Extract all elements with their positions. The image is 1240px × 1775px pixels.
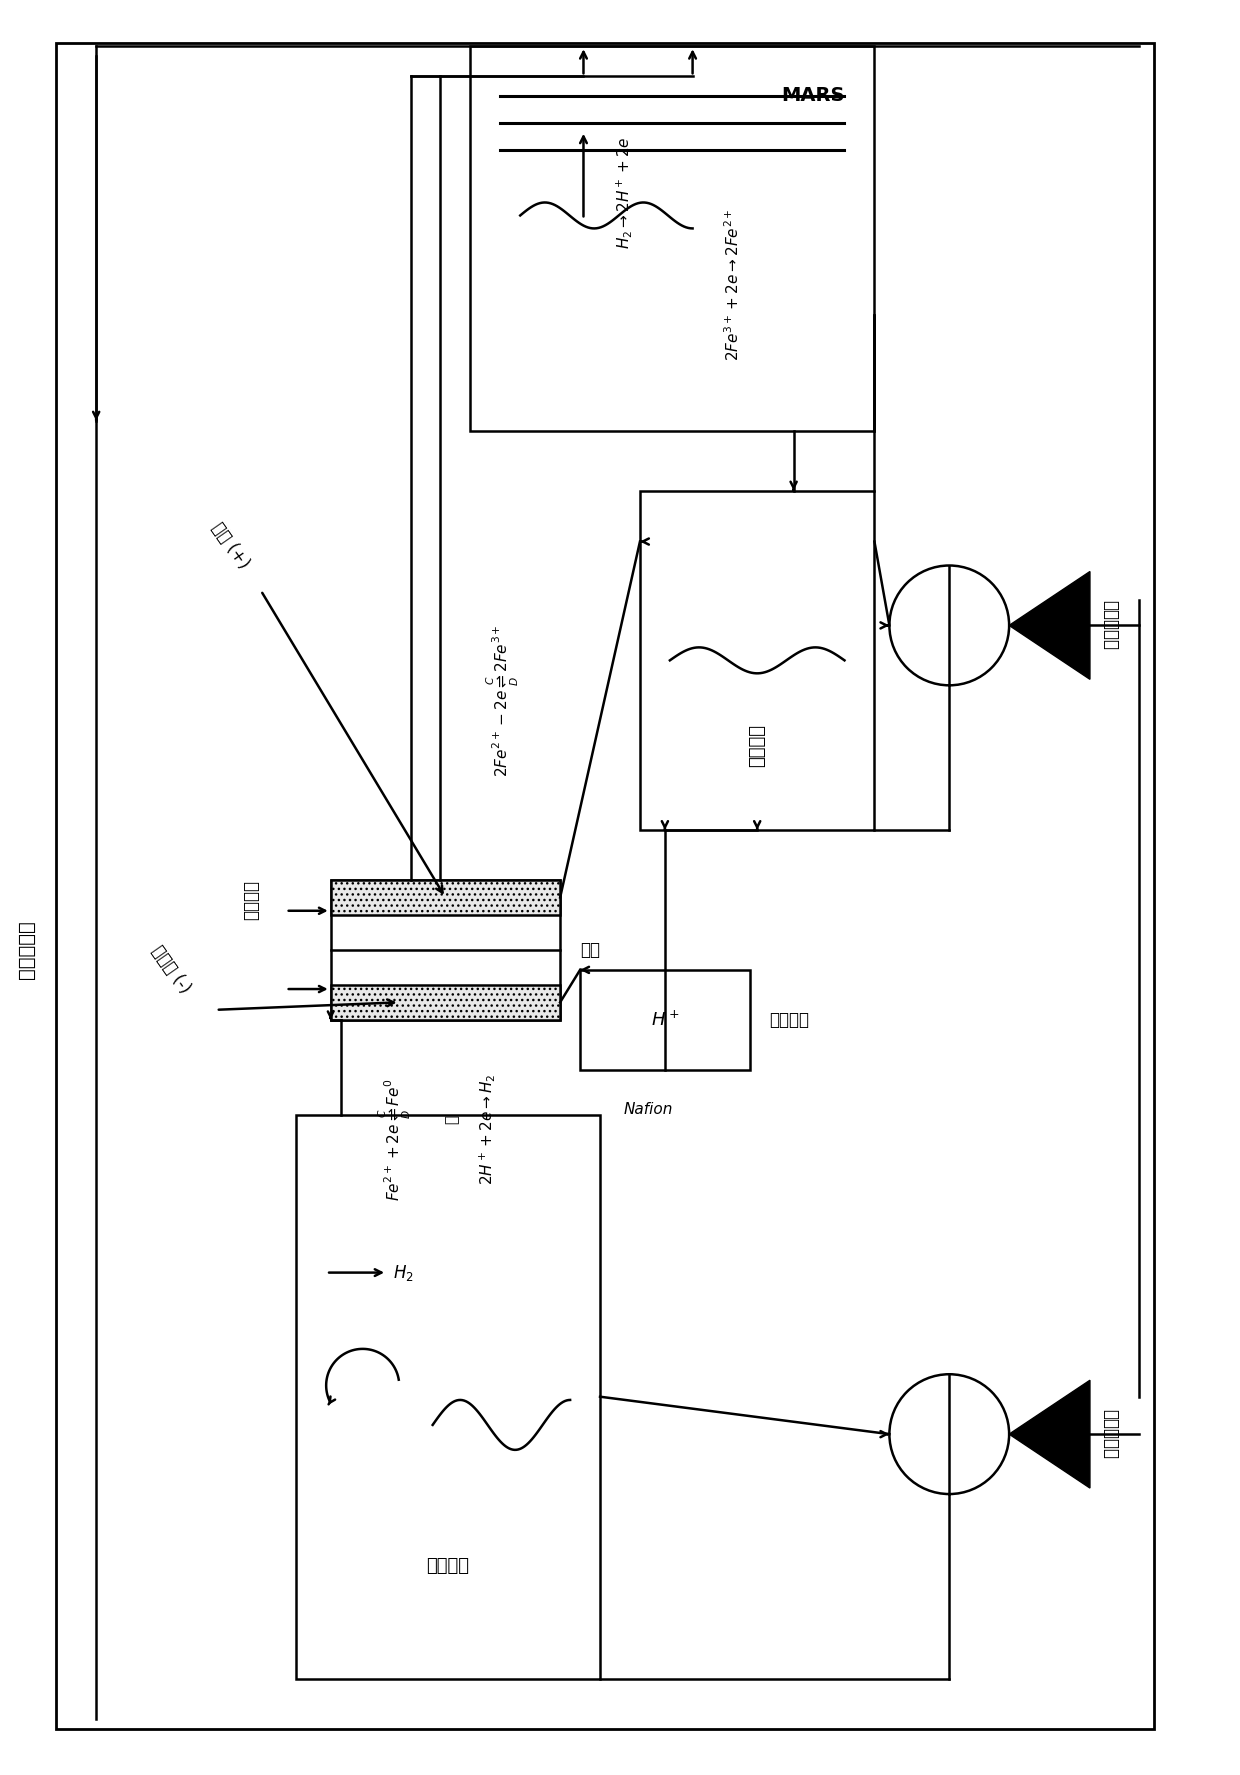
Text: 戴瑞米克: 戴瑞米克 — [242, 880, 260, 919]
Bar — [331, 985, 560, 1021]
Text: $Fe^{2+}+2e\overset{C}{\underset{D}{\rightleftharpoons}}Fe^0$: $Fe^{2+}+2e\overset{C}{\underset{D}{\rig… — [377, 1077, 413, 1202]
Text: 负电解液: 负电解液 — [427, 1557, 470, 1574]
Text: 正电解液泵: 正电解液泵 — [1101, 600, 1118, 650]
Circle shape — [889, 1374, 1009, 1495]
Bar — [56, 43, 1153, 1729]
Bar — [640, 490, 874, 831]
Text: Nafion: Nafion — [624, 1102, 672, 1116]
Bar — [331, 880, 560, 914]
Bar — [295, 1115, 600, 1679]
Text: 和: 和 — [445, 1115, 460, 1124]
Text: $2Fe^{3+}+2e\rightarrow 2Fe^{2+}$: $2Fe^{3+}+2e\rightarrow 2Fe^{2+}$ — [724, 208, 743, 360]
Text: 正电解液: 正电解液 — [748, 724, 766, 767]
Text: $2Fe^{2+}-2e\overset{C}{\underset{D}{\rightleftharpoons}}2Fe^{3+}$: $2Fe^{2+}-2e\overset{C}{\underset{D}{\ri… — [485, 625, 521, 777]
Text: 碳毡 (+): 碳毡 (+) — [208, 518, 253, 572]
Text: $H_2\rightarrow 2H^+ + 2e$: $H_2\rightarrow 2H^+ + 2e$ — [614, 137, 634, 249]
Text: MARS: MARS — [781, 87, 844, 105]
Text: 顶空连接件: 顶空连接件 — [17, 921, 36, 980]
Text: $H^+$: $H^+$ — [651, 1010, 680, 1030]
Polygon shape — [1009, 572, 1090, 680]
Text: 电池: 电池 — [580, 941, 600, 958]
Text: 负电解液泵: 负电解液泵 — [1101, 1409, 1118, 1459]
Text: $H_2$: $H_2$ — [393, 1262, 414, 1283]
Text: 石墨板 (-): 石墨板 (-) — [148, 943, 193, 998]
Bar — [580, 969, 750, 1070]
Text: $2H^++2e\rightarrow H_2$: $2H^++2e\rightarrow H_2$ — [476, 1074, 497, 1186]
Bar — [331, 880, 560, 1021]
Circle shape — [889, 566, 1009, 685]
Bar — [470, 46, 874, 431]
Polygon shape — [1009, 1381, 1090, 1487]
Text: 扩散单元: 扩散单元 — [770, 1010, 810, 1030]
